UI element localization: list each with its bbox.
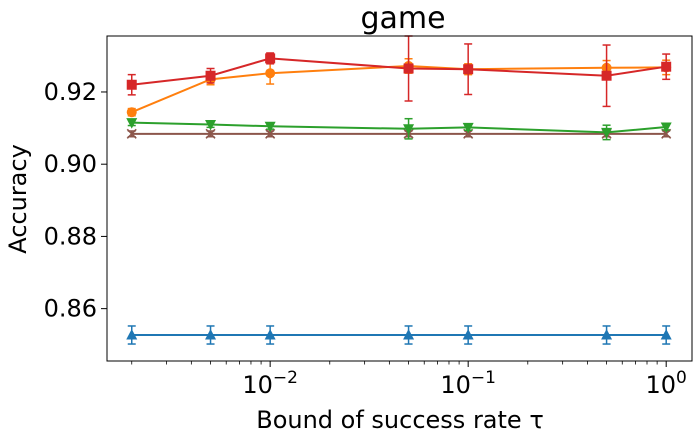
data-point bbox=[205, 128, 216, 139]
series-1 bbox=[126, 325, 672, 345]
chart-title: game bbox=[360, 1, 445, 36]
data-point bbox=[126, 79, 137, 90]
data-point bbox=[265, 128, 276, 139]
x-axis-label: Bound of success rate τ bbox=[256, 406, 544, 434]
y-tick-label: 0.86 bbox=[44, 295, 97, 323]
data-point bbox=[463, 64, 474, 75]
data-point bbox=[403, 63, 414, 74]
x-tick-label: 100 bbox=[646, 368, 687, 399]
series-2 bbox=[126, 128, 672, 139]
data-point bbox=[264, 329, 276, 340]
data-point bbox=[403, 329, 415, 340]
data-point bbox=[403, 124, 415, 135]
data-point bbox=[661, 61, 672, 72]
y-axis-label: Accuracy bbox=[4, 144, 32, 254]
data-point bbox=[601, 70, 612, 81]
data-point bbox=[205, 70, 216, 81]
data-point bbox=[660, 329, 672, 340]
series-3 bbox=[126, 117, 672, 141]
x-tick-label: 10−1 bbox=[440, 368, 496, 399]
x-tick-label: 10−2 bbox=[242, 368, 298, 399]
data-point bbox=[601, 127, 613, 139]
data-point bbox=[126, 128, 137, 139]
plot-frame bbox=[106, 35, 693, 362]
data-point bbox=[265, 68, 276, 79]
data-point bbox=[265, 53, 276, 64]
y-tick-label: 0.90 bbox=[44, 150, 97, 178]
data-point bbox=[264, 121, 276, 133]
data-point bbox=[205, 329, 217, 340]
y-tick-label: 0.92 bbox=[44, 78, 97, 106]
series-5 bbox=[126, 35, 672, 108]
data-point bbox=[661, 128, 672, 139]
data-point bbox=[660, 122, 672, 133]
data-point bbox=[205, 119, 217, 131]
data-point bbox=[126, 107, 137, 118]
data-point bbox=[601, 329, 613, 340]
data-point bbox=[462, 122, 474, 134]
data-point bbox=[126, 329, 138, 340]
data-point bbox=[462, 329, 474, 340]
y-tick-label: 0.88 bbox=[44, 222, 97, 250]
data-point bbox=[126, 118, 138, 129]
